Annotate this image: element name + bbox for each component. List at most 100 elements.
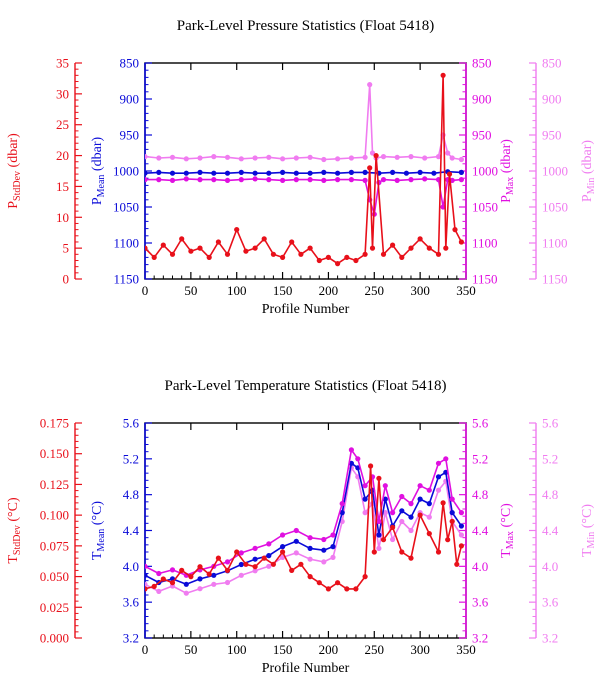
data-point-max [183,176,189,182]
series-line-max [145,178,462,215]
data-point-max [362,483,368,489]
y-tick-label-std: 0.075 [40,538,69,553]
data-point-min [266,154,272,160]
data-point-min [183,156,189,162]
series-std [145,72,464,267]
data-point-mean [197,576,203,582]
data-point-std [206,571,212,577]
data-point-mean [145,170,148,176]
y-tick-label-min: 850 [542,56,562,71]
data-point-std [417,512,423,518]
data-point-min [293,155,299,161]
data-point-std [234,227,240,233]
y-axis-label-main: T [6,555,21,564]
data-point-min [252,155,258,161]
data-point-min [266,563,272,569]
y-tick-label-max: 4.8 [472,487,488,502]
data-point-mean [293,170,299,176]
data-point-max [321,536,327,543]
data-point-mean [435,474,442,480]
y-tick-label-mean: 4.0 [123,559,139,574]
data-point-min [156,155,162,161]
x-tick-label: 300 [410,642,430,657]
data-point-min [426,514,432,520]
data-point-mean [339,509,345,516]
data-point-min [362,509,368,516]
y-tick-label-max: 5.6 [472,416,489,431]
data-point-min [238,572,244,578]
y-axis-label-unit: (°C) [6,497,21,525]
data-point-min [335,156,341,162]
data-point-min [224,154,231,160]
data-point-min [307,154,313,160]
data-point-std [197,564,203,570]
data-point-max [252,176,258,182]
y-axis-label-sub: Mean [96,529,107,552]
data-point-std [151,254,157,260]
data-point-min [169,154,176,160]
y-tick-label-std: 25 [56,117,69,132]
data-point-std [454,561,460,567]
y-tick-label-mean: 1100 [113,236,139,251]
data-point-std [215,555,221,561]
y-tick-label-max: 850 [472,56,492,71]
data-point-max [422,176,428,182]
y-tick-label-min: 4.0 [542,559,558,574]
y-axis-label-min: TMin (°C) [580,504,597,557]
data-point-min [408,527,414,534]
data-point-mean [417,496,423,502]
y-axis-label-sub: Min [586,178,597,195]
y-axis-label-unit: (°C) [499,503,514,531]
data-point-std [197,245,203,251]
data-point-mean [376,532,382,538]
data-point-std [243,248,249,254]
y-axis-label-sub: Mean [96,175,107,198]
data-point-std [252,564,258,570]
data-point-mean [417,169,423,175]
y-tick-label-std: 10 [56,210,69,225]
data-point-std [353,586,359,592]
data-point-mean [211,572,217,578]
data-point-min [224,579,231,586]
data-point-std [373,153,379,159]
y-axis-label-sub: Max [505,531,516,549]
data-point-min [445,150,451,156]
y-tick-label-min: 900 [542,92,562,107]
data-point-std [435,549,442,555]
data-point-min [367,82,373,88]
data-point-std [206,254,212,260]
data-point-std [151,583,157,590]
y-tick-label-max: 900 [472,92,492,107]
data-point-min [197,586,203,592]
y-tick-label-std: 30 [56,86,69,101]
data-point-max [339,501,345,507]
series-line-std [145,465,463,590]
data-point-mean [280,169,286,175]
x-tick-label: 150 [273,642,293,657]
data-point-min [330,554,336,561]
y-axis-label-std: PStdDev (dbar) [6,133,23,209]
y-tick-label-std: 0 [63,272,70,287]
data-point-mean [197,169,203,175]
data-point-mean [252,170,258,176]
data-point-mean [183,170,189,176]
data-point-min [145,581,148,587]
data-point-std [298,251,304,257]
data-point-min [252,568,258,574]
y-tick-label-std: 0.000 [40,631,69,646]
data-point-std [435,251,442,257]
data-point-std [399,549,405,555]
y-tick-label-min: 950 [542,128,562,143]
data-point-min [380,154,387,160]
y-tick-label-max: 1000 [472,164,498,179]
data-point-std [261,236,267,242]
data-point-max [399,493,405,500]
y-tick-label-std: 0.125 [40,477,69,492]
data-point-mean [321,547,327,553]
data-point-std [289,567,295,574]
y-axis-label-sub: StdDev [12,525,23,555]
data-point-std [408,245,414,251]
data-point-std [408,555,414,561]
data-point-std [188,574,194,580]
data-point-std [440,72,446,78]
